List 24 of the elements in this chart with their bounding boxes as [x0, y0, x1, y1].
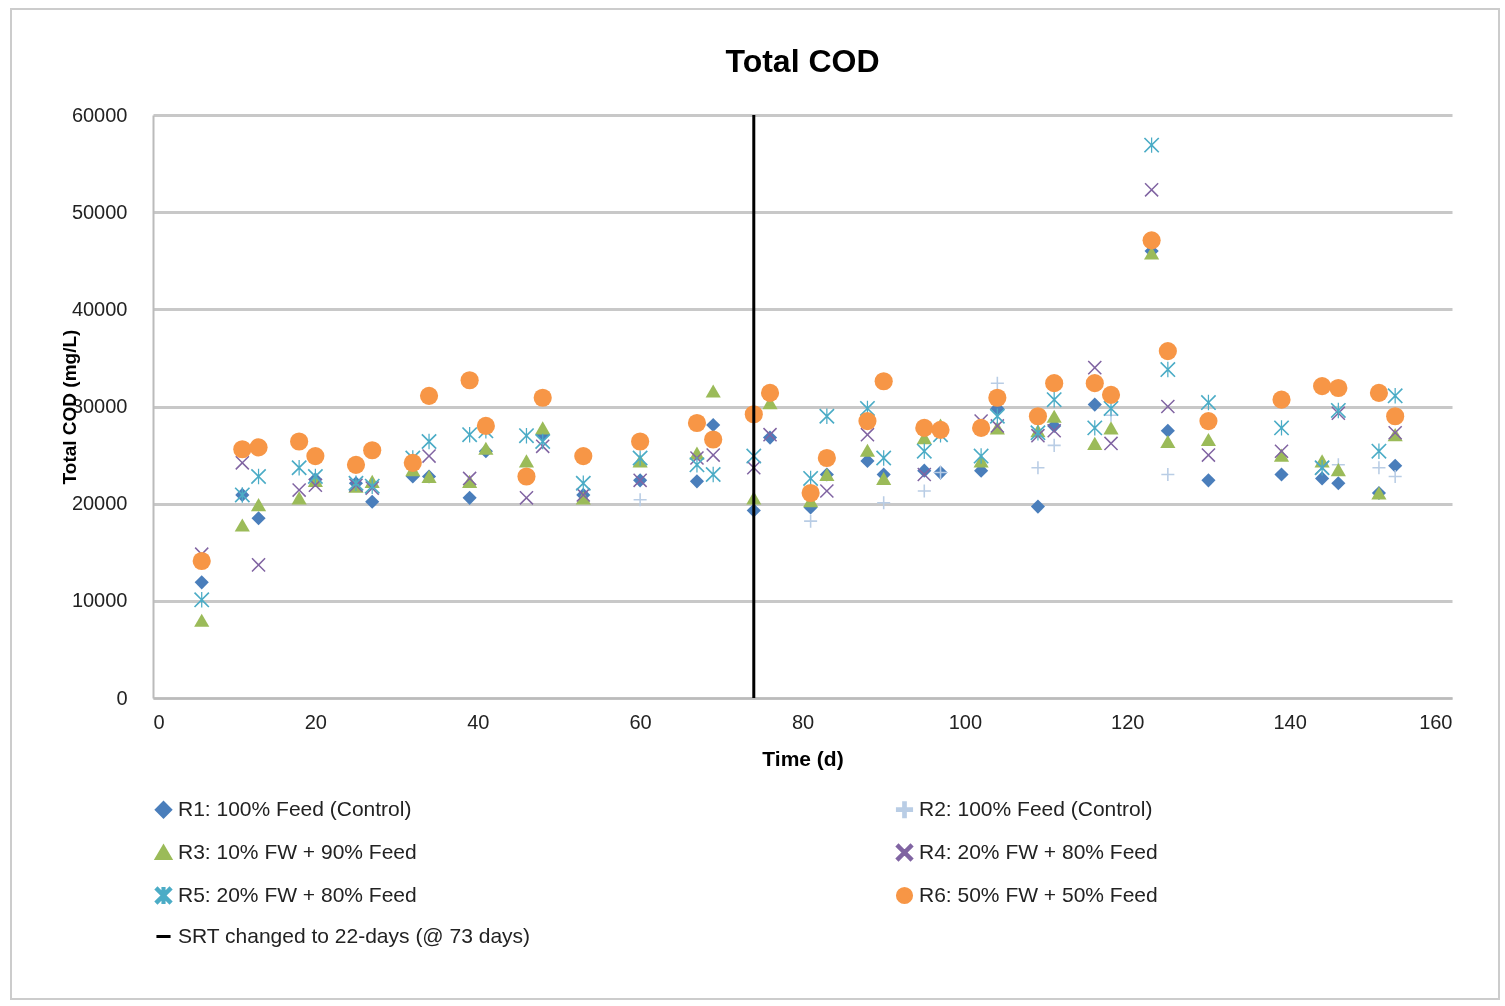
x-tick-label: 140 — [1273, 710, 1307, 733]
legend-label: R4: 20% FW + 80% Feed — [919, 839, 1158, 863]
x-tick-label: 100 — [948, 710, 983, 733]
y-tick-label: 0 — [116, 686, 128, 709]
legend-label: R1: 100% Feed (Control) — [178, 796, 412, 820]
x-tick-label: 20 — [304, 710, 327, 733]
legend-label: R2: 100% Feed (Control) — [919, 796, 1153, 820]
legend-label: SRT changed to 22-days (@ 73 days) — [178, 923, 531, 947]
y-tick-label: 60000 — [71, 103, 128, 126]
x-tick-label: 160 — [1419, 710, 1453, 733]
x-axis-title: Time (d) — [762, 746, 844, 770]
x-tick-label: 60 — [629, 710, 652, 733]
x-tick-label: 120 — [1111, 710, 1145, 733]
legend-label: R3: 10% FW + 90% Feed — [178, 839, 417, 863]
legend-label: R5: 20% FW + 80% Feed — [178, 882, 417, 906]
y-tick-label: 40000 — [71, 297, 128, 320]
y-tick-label: 20000 — [71, 492, 128, 515]
y-tick-label: 50000 — [71, 200, 128, 223]
x-tick-label: 0 — [153, 710, 165, 733]
y-tick-label: 10000 — [71, 589, 128, 612]
x-tick-label: 40 — [467, 710, 490, 733]
x-tick-label: 80 — [791, 710, 815, 733]
legend-label: R6: 50% FW + 50% Feed — [919, 882, 1158, 906]
chart-title: Total COD — [725, 43, 880, 79]
